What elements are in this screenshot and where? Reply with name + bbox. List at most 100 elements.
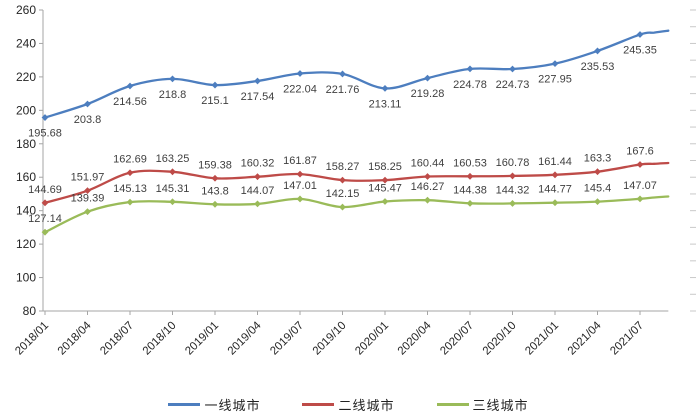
data-point-label: 245.35 xyxy=(623,44,657,56)
data-point-label: 162.69 xyxy=(113,154,147,166)
data-point-label: 146.27 xyxy=(411,181,445,193)
data-point-marker xyxy=(381,85,389,92)
data-point-label: 145.47 xyxy=(368,183,402,195)
x-tick-label: 2018/04 xyxy=(56,319,94,357)
data-point-marker xyxy=(381,176,389,184)
data-point-marker xyxy=(296,195,304,203)
data-point-marker xyxy=(339,203,346,211)
data-point-marker xyxy=(254,173,261,181)
data-point-marker xyxy=(339,176,346,184)
data-point-marker xyxy=(84,208,91,216)
data-point-marker xyxy=(509,200,516,207)
data-point-marker xyxy=(424,196,431,204)
data-point-label: 227.95 xyxy=(538,74,572,86)
data-point-label: 161.87 xyxy=(283,155,317,167)
data-point-label: 144.32 xyxy=(496,184,530,196)
legend-item-1: 二线城市 xyxy=(302,395,394,414)
data-point-label: 158.25 xyxy=(368,161,402,173)
y-tick-label: 160 xyxy=(16,170,36,184)
data-point-label: 222.04 xyxy=(283,83,317,95)
data-point-label: 203.8 xyxy=(74,114,102,126)
data-point-label: 144.77 xyxy=(538,184,572,196)
data-point-label: 139.39 xyxy=(71,193,105,205)
x-tick-label: 2019/07 xyxy=(268,320,306,358)
series-line-2 xyxy=(43,195,670,234)
data-point-marker xyxy=(424,173,431,180)
y-tick-label: 80 xyxy=(23,304,37,318)
data-point-label: 163.25 xyxy=(156,153,190,165)
y-tick-label: 220 xyxy=(16,70,36,84)
data-point-label: 224.78 xyxy=(453,79,487,91)
y-tick-label: 100 xyxy=(16,271,36,285)
chart-legend: 一线城市 二线城市 三线城市 xyxy=(0,391,697,416)
data-point-marker xyxy=(211,81,219,89)
data-point-marker xyxy=(551,199,559,207)
data-point-marker xyxy=(126,82,134,90)
data-point-marker xyxy=(126,169,134,177)
legend-item-0: 一线城市 xyxy=(168,395,260,414)
data-point-marker xyxy=(296,70,304,77)
legend-line-swatch xyxy=(168,402,201,406)
data-point-marker xyxy=(126,198,134,206)
data-point-label: 144.69 xyxy=(28,184,62,196)
y-tick-label: 120 xyxy=(16,237,36,251)
data-point-marker xyxy=(169,198,176,206)
data-point-label: 214.56 xyxy=(113,96,147,108)
data-point-marker xyxy=(636,195,644,203)
data-point-label: 144.07 xyxy=(241,185,275,197)
x-tick-label: 2020/04 xyxy=(396,319,434,357)
x-tick-label: 2019/10 xyxy=(311,320,349,358)
data-point-label: 213.11 xyxy=(369,98,402,110)
data-point-label: 160.53 xyxy=(453,157,487,169)
data-point-marker xyxy=(466,172,474,180)
data-point-label: 215.1 xyxy=(201,95,229,107)
y-tick-label: 140 xyxy=(16,204,36,218)
data-point-label: 160.44 xyxy=(411,157,445,169)
data-point-marker xyxy=(466,65,474,73)
data-point-label: 160.78 xyxy=(496,157,530,169)
data-point-label: 144.38 xyxy=(453,184,487,196)
data-point-label: 158.27 xyxy=(326,161,360,173)
data-point-label: 161.44 xyxy=(538,156,572,168)
y-tick-label: 180 xyxy=(16,137,36,151)
data-point-label: 217.54 xyxy=(241,91,275,103)
data-point-marker xyxy=(424,74,431,82)
data-point-marker xyxy=(84,100,91,108)
data-point-label: 159.38 xyxy=(198,159,232,171)
data-point-marker xyxy=(169,75,176,83)
data-point-label: 142.15 xyxy=(326,188,360,200)
x-tick-label: 2020/07 xyxy=(438,320,476,358)
data-point-marker xyxy=(636,161,644,168)
data-point-label: 145.4 xyxy=(584,183,612,195)
data-point-marker xyxy=(551,171,559,179)
x-tick-label: 2021/07 xyxy=(608,320,646,358)
y-tick-label: 260 xyxy=(16,3,36,17)
data-point-marker xyxy=(296,170,304,178)
legend-label: 一线城市 xyxy=(204,397,261,413)
data-point-label: 167.6 xyxy=(626,146,654,158)
x-tick-label: 2020/10 xyxy=(481,320,519,358)
legend-label: 三线城市 xyxy=(472,397,529,413)
data-point-label: 160.32 xyxy=(241,158,275,170)
x-tick-label: 2021/04 xyxy=(566,319,604,357)
data-point-marker xyxy=(211,174,219,182)
y-tick-label: 200 xyxy=(16,103,36,117)
legend-label: 二线城市 xyxy=(338,397,395,413)
data-point-marker xyxy=(509,172,516,180)
data-point-marker xyxy=(509,65,516,73)
x-tick-label: 2018/07 xyxy=(98,320,136,358)
data-point-label: 151.97 xyxy=(71,172,105,184)
data-point-marker xyxy=(41,228,49,236)
data-point-marker xyxy=(594,168,601,176)
data-point-label: 147.01 xyxy=(283,180,317,192)
data-point-marker xyxy=(594,47,601,55)
data-point-marker xyxy=(254,200,261,208)
data-point-marker xyxy=(254,77,261,85)
x-tick-label: 2019/04 xyxy=(226,319,264,357)
legend-item-2: 三线城市 xyxy=(436,395,529,414)
data-point-label: 145.31 xyxy=(156,183,190,195)
data-point-marker xyxy=(339,70,346,78)
data-point-marker xyxy=(211,200,219,208)
data-point-marker xyxy=(466,199,474,207)
